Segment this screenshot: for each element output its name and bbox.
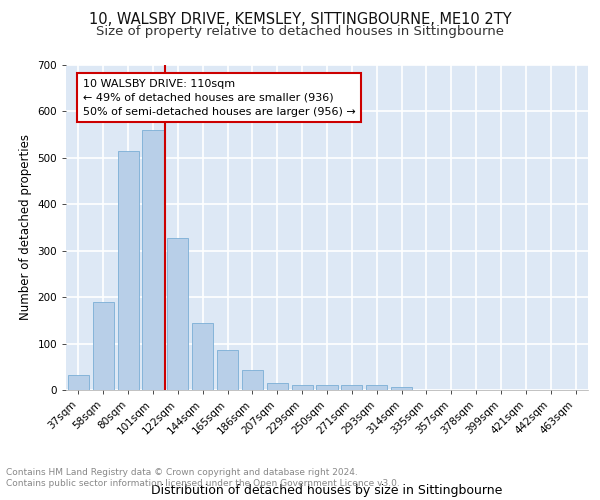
Bar: [68, 375, 89, 390]
Bar: [267, 383, 288, 390]
Bar: [217, 350, 238, 390]
Bar: [93, 302, 114, 390]
Text: Size of property relative to detached houses in Sittingbourne: Size of property relative to detached ho…: [96, 25, 504, 38]
Text: 10, WALSBY DRIVE, KEMSLEY, SITTINGBOURNE, ME10 2TY: 10, WALSBY DRIVE, KEMSLEY, SITTINGBOURNE…: [89, 12, 511, 28]
Bar: [167, 238, 188, 390]
Bar: [192, 323, 213, 390]
Y-axis label: Number of detached properties: Number of detached properties: [19, 134, 32, 320]
Bar: [292, 386, 313, 390]
Bar: [391, 387, 412, 390]
Bar: [142, 130, 164, 390]
Text: 10 WALSBY DRIVE: 110sqm
← 49% of detached houses are smaller (936)
50% of semi-d: 10 WALSBY DRIVE: 110sqm ← 49% of detache…: [83, 79, 356, 117]
X-axis label: Distribution of detached houses by size in Sittingbourne: Distribution of detached houses by size …: [151, 484, 503, 498]
Bar: [366, 386, 387, 390]
Bar: [242, 370, 263, 390]
Text: Contains HM Land Registry data © Crown copyright and database right 2024.
Contai: Contains HM Land Registry data © Crown c…: [6, 468, 400, 487]
Bar: [118, 151, 139, 390]
Bar: [341, 386, 362, 390]
Bar: [316, 386, 338, 390]
